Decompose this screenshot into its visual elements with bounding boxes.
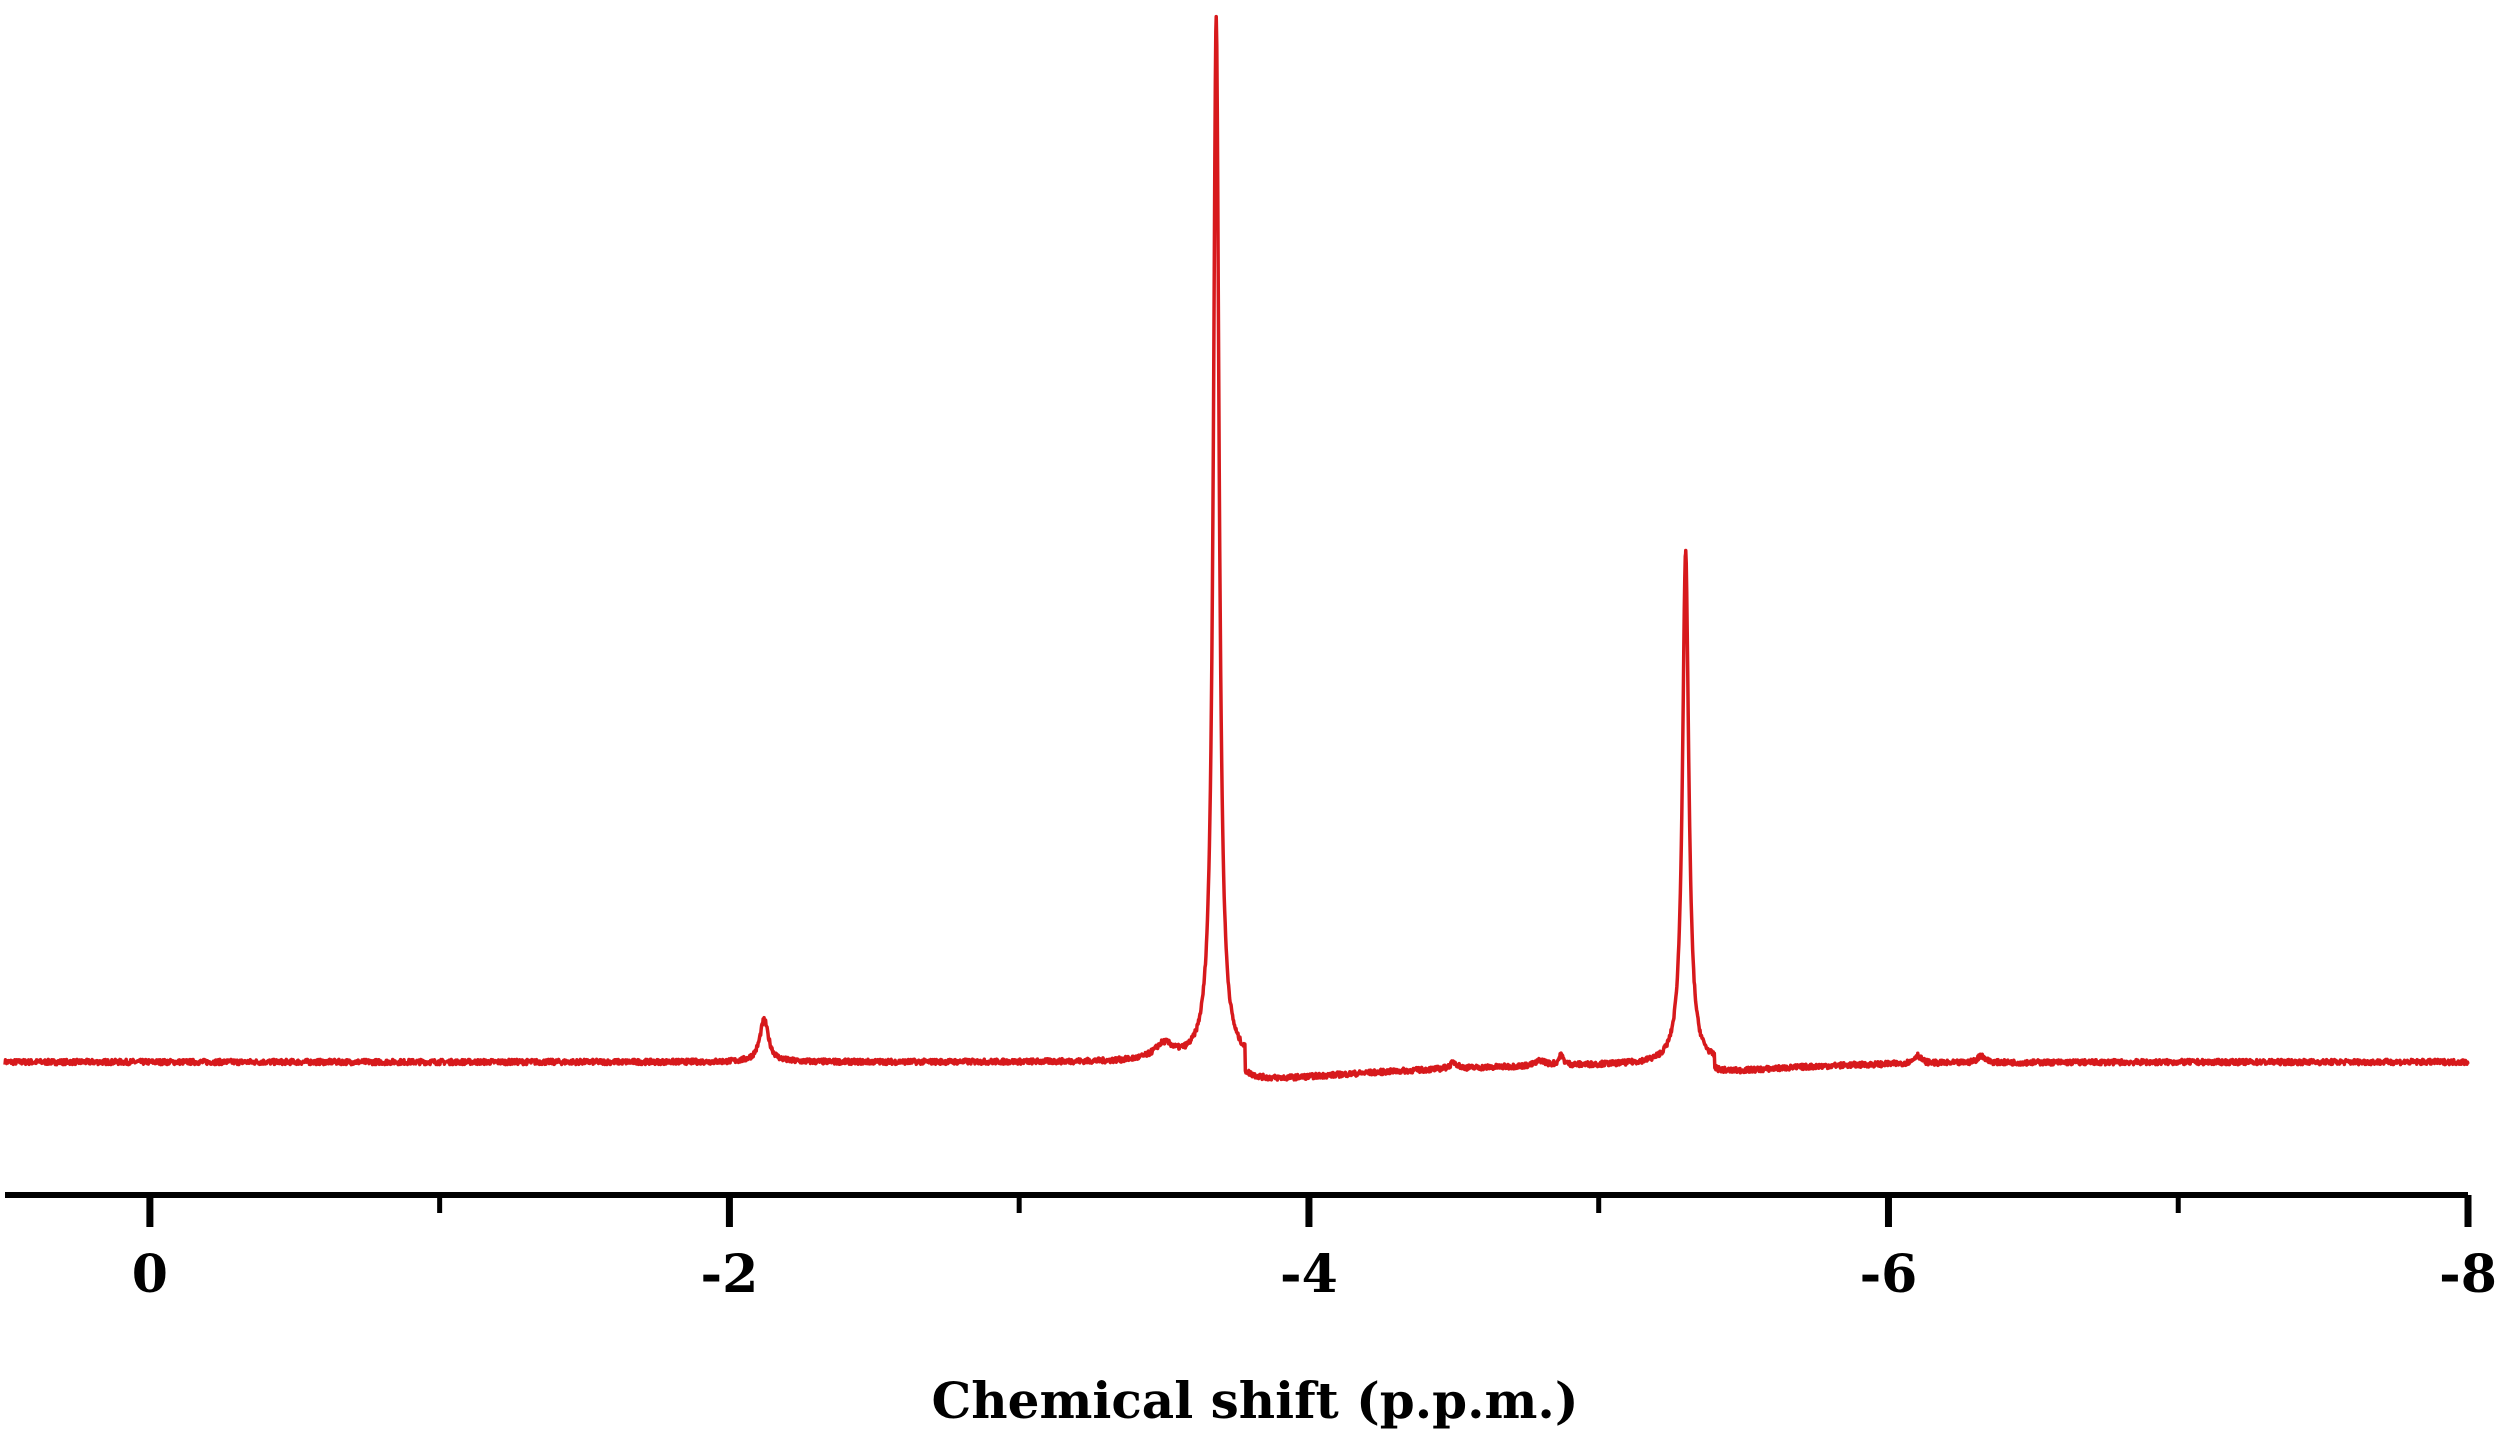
tick-label: -8 [2439, 1244, 2497, 1305]
tick-label: 0 [132, 1244, 168, 1305]
plot-area [3, 14, 2470, 1082]
x-axis-ticks [146, 1195, 2472, 1227]
spectrum-line [3, 14, 2470, 1082]
x-axis: 0 -2 -4 -6 -8 [5, 1192, 2497, 1305]
tick-label: -2 [701, 1244, 759, 1305]
tick-label: -6 [1860, 1244, 1918, 1305]
tick-label: -4 [1280, 1244, 1338, 1305]
x-axis-title: Chemical shift (p.p.m.) [932, 1371, 1579, 1430]
x-axis-tick-labels: 0 -2 -4 -6 -8 [132, 1244, 2497, 1305]
